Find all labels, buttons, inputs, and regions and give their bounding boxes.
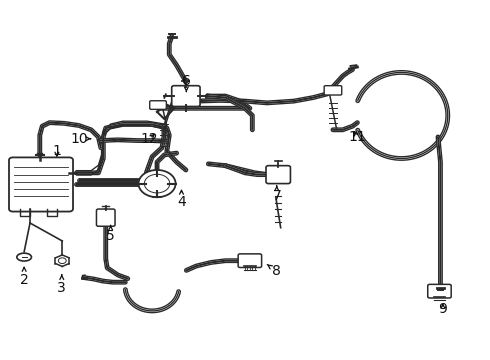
Circle shape <box>139 170 175 197</box>
Text: 12: 12 <box>141 132 159 146</box>
Text: 4: 4 <box>177 190 186 208</box>
Text: 9: 9 <box>439 302 447 316</box>
Text: 1: 1 <box>52 144 61 158</box>
Text: 6: 6 <box>182 75 191 91</box>
FancyBboxPatch shape <box>428 284 451 298</box>
Ellipse shape <box>17 253 31 261</box>
Text: 2: 2 <box>20 267 28 287</box>
FancyBboxPatch shape <box>150 101 166 109</box>
FancyBboxPatch shape <box>266 166 291 184</box>
FancyBboxPatch shape <box>172 86 200 107</box>
Text: 3: 3 <box>57 275 66 294</box>
FancyBboxPatch shape <box>324 86 342 95</box>
Text: 10: 10 <box>70 132 91 146</box>
FancyBboxPatch shape <box>238 254 262 267</box>
FancyBboxPatch shape <box>9 157 73 212</box>
Text: 7: 7 <box>272 186 281 203</box>
FancyBboxPatch shape <box>97 209 115 226</box>
Text: 8: 8 <box>267 265 281 278</box>
Text: 11: 11 <box>348 130 366 144</box>
Text: 5: 5 <box>106 226 115 243</box>
